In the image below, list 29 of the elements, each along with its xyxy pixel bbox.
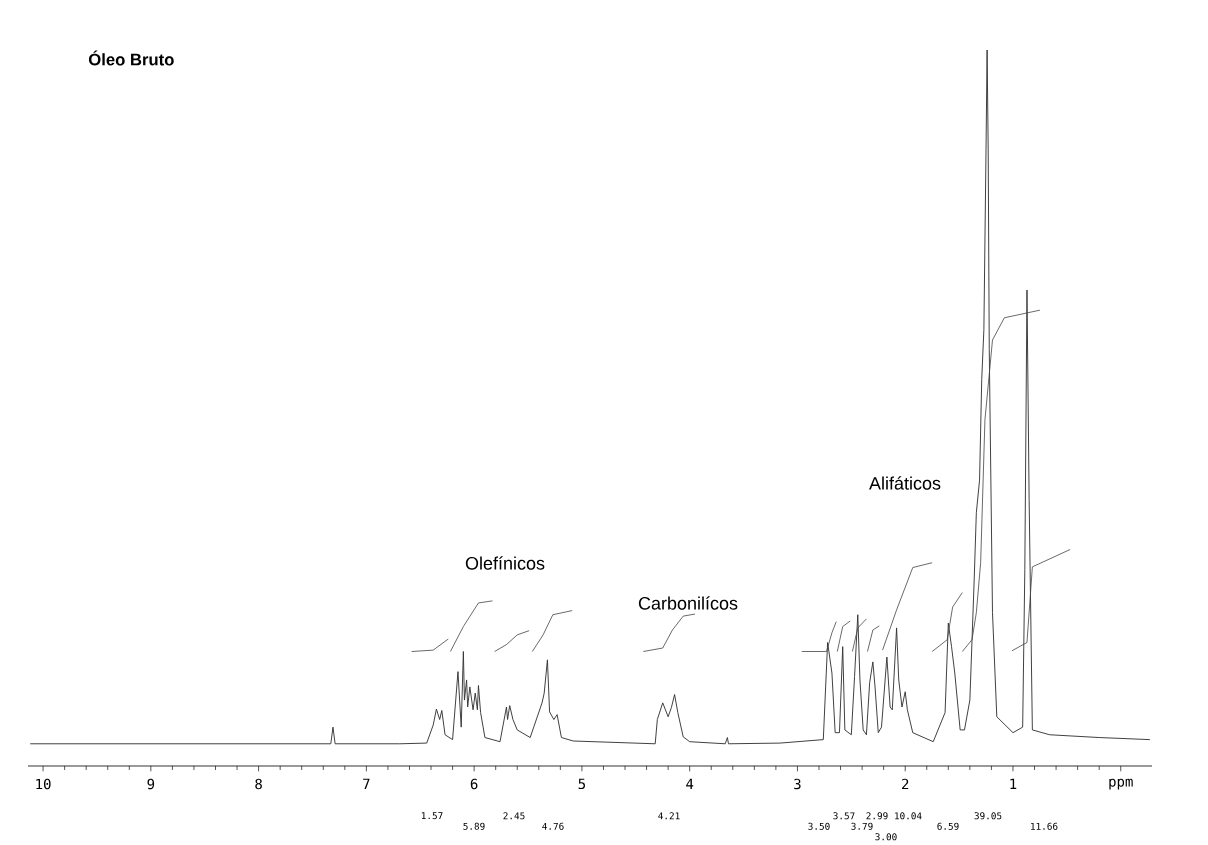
x-tick-label: 8 — [255, 778, 262, 790]
annotation: Alifáticos — [869, 476, 941, 490]
text: 1.57 — [421, 812, 443, 820]
annotation: Olefínicos — [465, 556, 545, 570]
x-tick-label: 5 — [578, 778, 585, 790]
x-tick-label: 7 — [363, 778, 370, 789]
text: 3.00 — [875, 833, 897, 841]
text: 5.89 — [463, 822, 485, 830]
x-tick-label: 9 — [147, 778, 155, 790]
x-tick-label: 2 — [902, 778, 909, 790]
text: 2.45 — [503, 812, 525, 820]
text: 2.99 — [866, 812, 888, 820]
x-tick-label: 4 — [686, 778, 694, 789]
x-tick-label: ppm — [1109, 778, 1133, 790]
x-tick-label: 1 — [1010, 778, 1017, 789]
text: 39.05 — [974, 812, 1002, 820]
x-tick-label: 3 — [794, 778, 801, 790]
text: 3.57 — [833, 812, 855, 820]
annotation: Carbonilícos — [638, 596, 738, 610]
text: 6.59 — [937, 822, 959, 830]
text: 3.79 — [851, 822, 873, 830]
text: 11.66 — [1031, 822, 1058, 830]
x-tick-label: 10 — [36, 778, 51, 790]
text: 10.04 — [895, 812, 922, 820]
text: 3.50 — [808, 822, 830, 830]
text: 4.21 — [658, 812, 680, 820]
x-tick-label: 6 — [470, 778, 478, 790]
chart-title: Óleo Bruto — [88, 50, 174, 66]
text: 4.76 — [542, 822, 564, 830]
